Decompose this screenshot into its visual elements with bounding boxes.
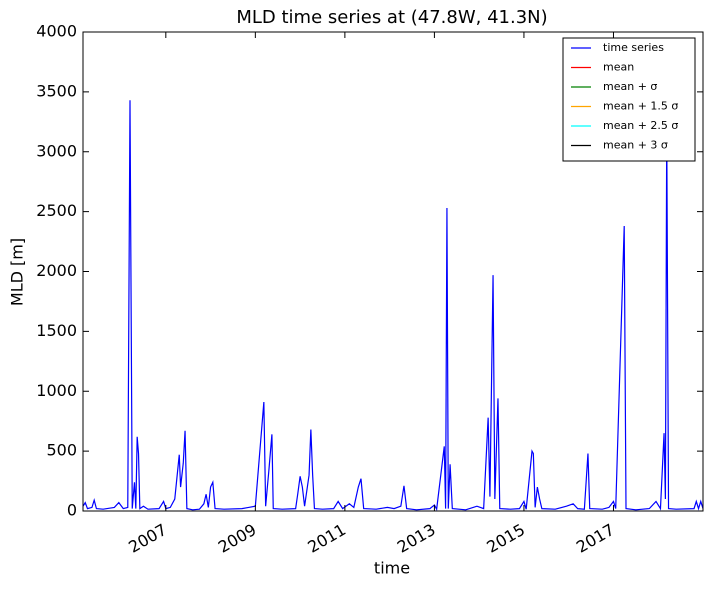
y-tick-label: 3500 [36, 81, 77, 100]
legend: time series mean mean + σ mean + 1.5 σ mean … [562, 37, 696, 162]
y-tick-label: 2500 [36, 201, 77, 220]
legend-box [562, 37, 696, 162]
chart-title: MLD time series at (47.8W, 41.3N) [236, 7, 547, 28]
x-axis-label: time [374, 559, 410, 578]
y-axis-label: MLD [m] [8, 238, 27, 306]
y-tick-label: 0 [67, 501, 77, 520]
y-tick-label: 3000 [36, 141, 77, 160]
legend-label: mean [603, 61, 634, 74]
y-tick-label: 500 [46, 441, 77, 460]
legend-label: mean + σ [603, 80, 657, 93]
y-tick-label: 4000 [36, 22, 77, 41]
plot-area [83, 100, 703, 511]
series-line [83, 100, 703, 511]
legend-label: mean + 2.5 σ [603, 119, 678, 132]
legend-label: time series [603, 41, 664, 54]
y-tick-label: 1000 [36, 381, 77, 400]
y-tick-label: 1500 [36, 321, 77, 340]
legend-label: mean + 3 σ [603, 139, 668, 152]
y-tick-label: 2000 [36, 261, 77, 280]
legend-label: mean + 1.5 σ [603, 100, 678, 113]
